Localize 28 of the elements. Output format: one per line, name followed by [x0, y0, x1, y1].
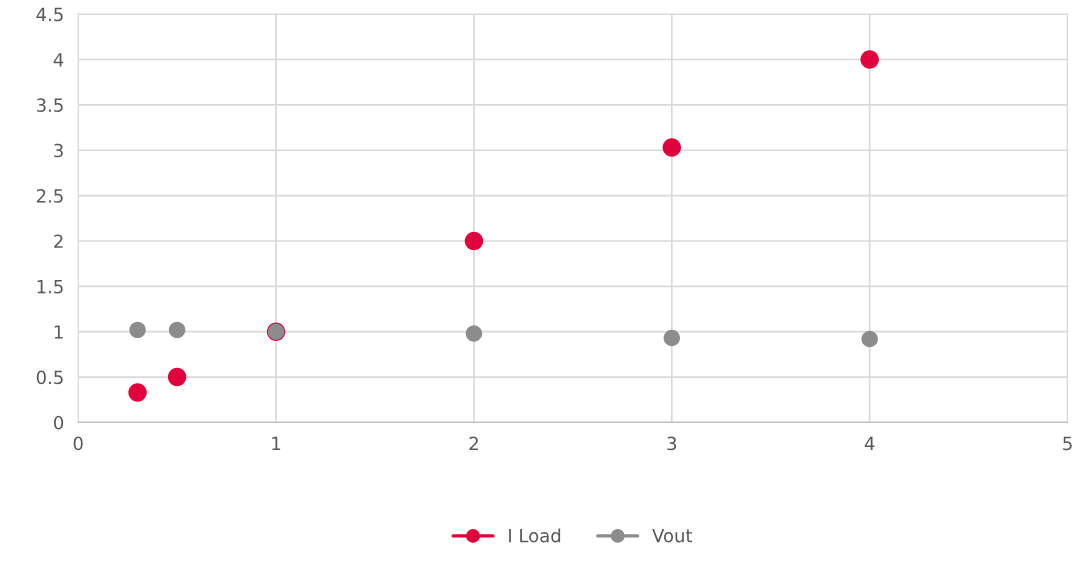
point — [167, 367, 187, 387]
x-tick-label: 0 — [73, 436, 83, 451]
y-tick-label: 0.5 — [36, 370, 63, 385]
y-tick-label: 4.5 — [36, 7, 63, 22]
x-tick-label: 2 — [469, 436, 478, 451]
legend-label: I Load — [509, 528, 561, 543]
point — [662, 138, 681, 157]
point — [168, 321, 186, 339]
point — [663, 329, 681, 347]
y-tick-label: 1 — [54, 325, 63, 339]
y-tick-label: 0 — [54, 415, 64, 430]
point — [861, 330, 878, 348]
legend-label: Vout — [652, 529, 693, 543]
x-tick-label: 5 — [1063, 436, 1072, 451]
point — [465, 325, 483, 342]
y-tick-label: 1.5 — [37, 280, 63, 294]
x-tick-label: 4 — [864, 436, 875, 451]
y-tick-label: 3 — [54, 143, 63, 158]
y-tick-label: 2.5 — [36, 189, 63, 203]
y-tick-label: 2 — [54, 234, 63, 248]
y-tick-label: 4 — [53, 53, 64, 67]
point — [129, 321, 146, 339]
y-tick-label: 3.5 — [36, 98, 63, 113]
x-tick-label: 1 — [272, 436, 281, 451]
point — [464, 231, 484, 251]
point — [860, 50, 879, 69]
point — [128, 383, 147, 402]
x-tick-label: 3 — [667, 436, 677, 451]
